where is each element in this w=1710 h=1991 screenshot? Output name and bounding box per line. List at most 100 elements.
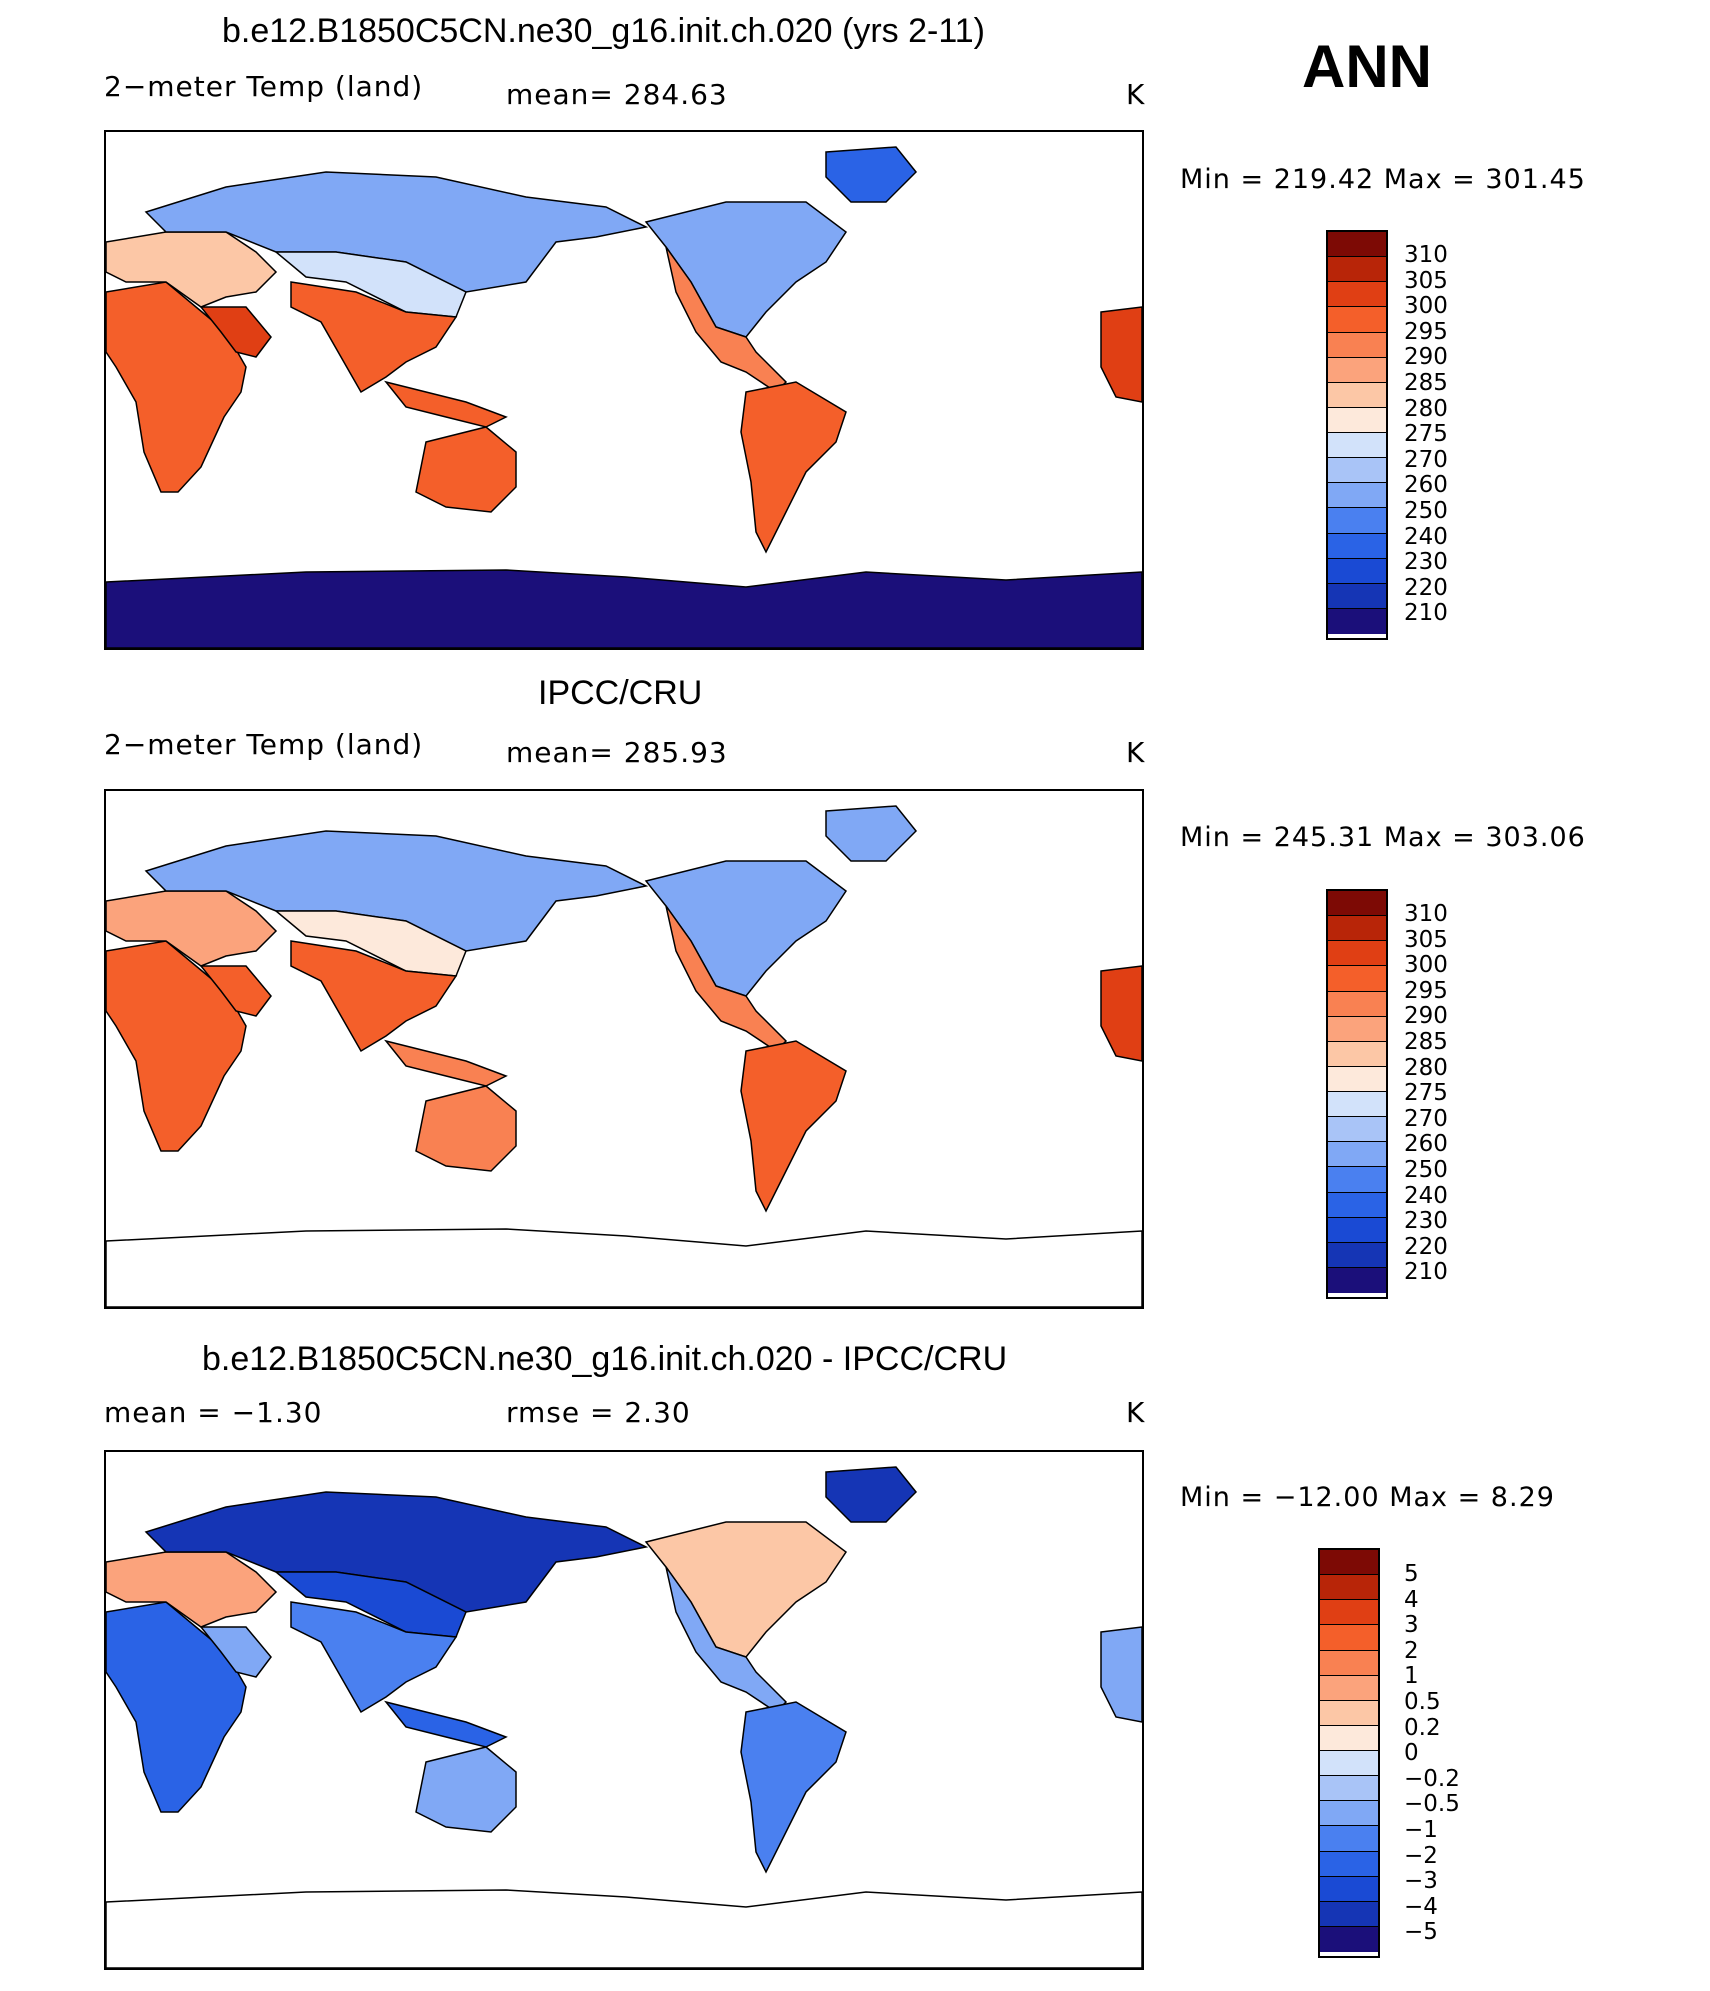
colorbar-tick-label: 270 — [1404, 1105, 1448, 1132]
colorbar-tick-label: 295 — [1404, 318, 1448, 345]
colorbar-tick-label: 210 — [1404, 1259, 1448, 1286]
colorbar-tick-label: 305 — [1404, 267, 1448, 294]
colorbar-swatch — [1320, 1776, 1378, 1802]
panel3-map — [104, 1450, 1144, 1970]
colorbar-swatch — [1328, 508, 1386, 534]
colorbar-swatch — [1328, 458, 1386, 484]
colorbar-swatch — [1328, 433, 1386, 459]
colorbar-swatch — [1320, 1700, 1378, 1726]
colorbar-swatch — [1328, 282, 1386, 308]
colorbar-tick-label: 280 — [1404, 1054, 1448, 1081]
colorbar-swatch — [1320, 1575, 1378, 1601]
landmass-west-africa-edge — [1100, 965, 1142, 1062]
colorbar-swatch — [1328, 558, 1386, 584]
colorbar-tick-label: 310 — [1404, 242, 1448, 268]
panel1-minmax: Min = 219.42 Max = 301.45 — [1180, 164, 1586, 195]
landmass-asia-north — [144, 1491, 649, 1613]
panel3-rmse-label: rmse = 2.30 — [506, 1396, 691, 1429]
landmass-africa — [106, 940, 247, 1152]
colorbar-swatch — [1328, 991, 1386, 1017]
colorbar-swatch — [1328, 307, 1386, 333]
colorbar-tick-label: −4 — [1404, 1893, 1438, 1920]
colorbar-swatch — [1328, 1041, 1386, 1067]
colorbar-tick-label: −3 — [1404, 1868, 1438, 1895]
colorbar-swatch — [1328, 1066, 1386, 1092]
landmass-india-se-asia — [290, 281, 458, 394]
colorbar-swatch — [1328, 966, 1386, 992]
colorbar-swatch — [1328, 941, 1386, 967]
panel1-variable-label: 2−meter Temp (land) — [104, 70, 424, 103]
colorbar-swatch — [1328, 533, 1386, 559]
panel3-colorbar — [1318, 1548, 1380, 1958]
colorbar-tick-label: 285 — [1404, 1028, 1448, 1055]
season-label: ANN — [1302, 33, 1432, 100]
landmass-antarctica — [106, 1228, 1142, 1307]
landmass-south-america — [740, 381, 847, 554]
panel2-mean-label: mean= 285.93 — [506, 736, 728, 769]
colorbar-tick-label: 2 — [1404, 1637, 1419, 1664]
panel3-map-canvas — [106, 1466, 1142, 1968]
landmass-arabia — [199, 306, 272, 358]
panel2-title: IPCC/CRU — [538, 674, 703, 712]
panel2-colorbar-labels: 310 305 300 295 290 285 280 275 270 260 250 240 230 2… — [1404, 901, 1448, 1286]
colorbar-tick-label: 275 — [1404, 1080, 1448, 1107]
colorbar-tick-label: 275 — [1404, 421, 1448, 448]
landmass-south-america — [740, 1040, 847, 1213]
colorbar-tick-label: 260 — [1404, 472, 1448, 499]
landmass-arabia — [199, 1626, 272, 1678]
colorbar-tick-label: 250 — [1404, 1156, 1448, 1183]
landmass-greenland — [825, 805, 918, 862]
landmass-asia-north — [144, 830, 649, 952]
colorbar-tick-label: 230 — [1404, 549, 1448, 576]
panel2-minmax: Min = 245.31 Max = 303.06 — [1180, 822, 1586, 853]
colorbar-swatch — [1328, 1242, 1386, 1268]
panel1-mean-label: mean= 284.63 — [506, 78, 728, 111]
colorbar-tick-label: −0.5 — [1404, 1791, 1460, 1818]
landmass-indonesia — [384, 1039, 508, 1087]
colorbar-swatch — [1320, 1625, 1378, 1651]
panel2-units: K — [1126, 736, 1146, 769]
landmass-greenland — [825, 146, 918, 203]
colorbar-swatch — [1328, 916, 1386, 942]
colorbar-swatch — [1320, 1851, 1378, 1877]
panel1-map-canvas — [106, 146, 1142, 648]
colorbar-tick-label: 240 — [1404, 523, 1448, 550]
colorbar-tick-label: −1 — [1404, 1816, 1438, 1843]
landmass-west-africa-edge — [1100, 1626, 1142, 1723]
landmass-indonesia — [384, 380, 508, 428]
panel3-colorbar-labels: 5 4 3 2 1 0.5 0.2 0 −0.2 −0.5 −1 −2 −3 −4 −5 — [1404, 1561, 1460, 1946]
colorbar-tick-label: 210 — [1404, 600, 1448, 627]
colorbar-swatch — [1320, 1876, 1378, 1902]
colorbar-swatch — [1328, 1167, 1386, 1193]
landmass-australia — [415, 1746, 517, 1833]
colorbar-swatch — [1320, 1550, 1378, 1576]
colorbar-swatch — [1328, 232, 1386, 258]
landmass-india-se-asia — [290, 1601, 458, 1714]
panel2-map-canvas — [106, 805, 1142, 1307]
colorbar-tick-label: 300 — [1404, 293, 1448, 320]
colorbar-swatch — [1328, 1016, 1386, 1042]
landmass-antarctica — [106, 569, 1142, 648]
colorbar-swatch — [1328, 1142, 1386, 1168]
colorbar-tick-label: 290 — [1404, 344, 1448, 371]
panel1-colorbar-labels: 310 305 300 295 290 285 280 275 270 260 250 240 230 2… — [1404, 242, 1448, 627]
landmass-west-africa-edge — [1100, 306, 1142, 403]
colorbar-tick-label: 220 — [1404, 574, 1448, 601]
colorbar-swatch — [1328, 1117, 1386, 1143]
colorbar-tick-label: 0.5 — [1404, 1688, 1441, 1715]
colorbar-tick-label: 240 — [1404, 1182, 1448, 1209]
colorbar-swatch — [1328, 608, 1386, 634]
colorbar-tick-label: 310 — [1404, 901, 1448, 927]
colorbar-swatch — [1328, 257, 1386, 283]
landmass-africa — [106, 281, 247, 493]
colorbar-swatch — [1328, 382, 1386, 408]
colorbar-swatch — [1320, 1926, 1378, 1952]
colorbar-tick-label: 260 — [1404, 1131, 1448, 1158]
colorbar-swatch — [1328, 1267, 1386, 1293]
colorbar-swatch — [1328, 1192, 1386, 1218]
landmass-indonesia — [384, 1700, 508, 1748]
panel3-mean-label: mean = −1.30 — [104, 1396, 323, 1429]
landmass-africa — [106, 1601, 247, 1813]
colorbar-swatch — [1320, 1801, 1378, 1827]
colorbar-swatch — [1328, 407, 1386, 433]
